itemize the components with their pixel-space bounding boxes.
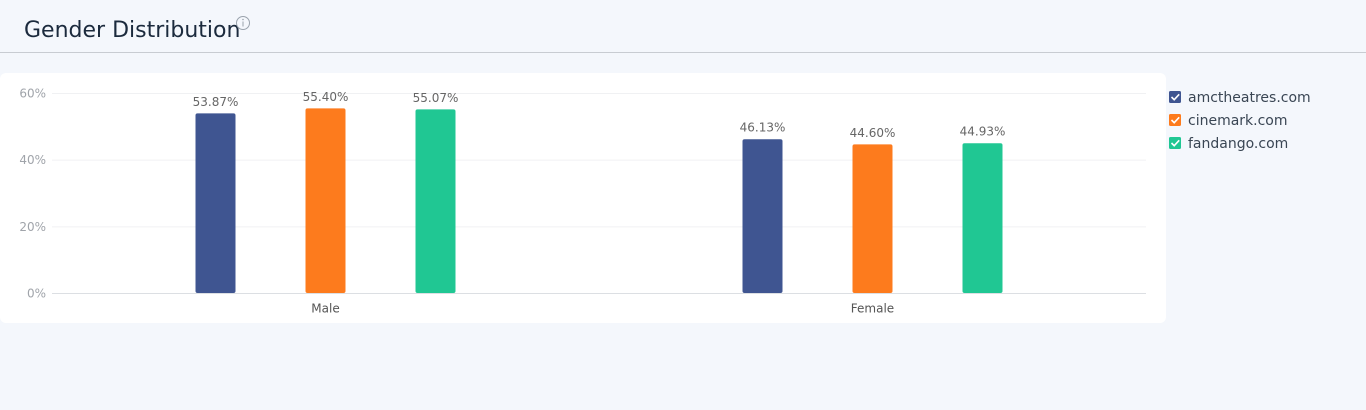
info-icon[interactable] bbox=[236, 16, 250, 30]
value-label: 44.93% bbox=[960, 125, 1006, 139]
legend-label: cinemark.com bbox=[1188, 113, 1288, 129]
x-tick-label: Male bbox=[311, 302, 339, 316]
value-label: 55.07% bbox=[413, 91, 459, 105]
value-label: 55.40% bbox=[303, 90, 349, 104]
legend-check bbox=[1170, 93, 1180, 101]
bar bbox=[305, 108, 346, 293]
bar bbox=[415, 109, 456, 293]
y-tick-label: 60% bbox=[19, 87, 46, 101]
legend-checkbox bbox=[1169, 91, 1181, 103]
bar bbox=[742, 139, 783, 293]
value-label: 53.87% bbox=[193, 95, 239, 109]
legend-item[interactable]: cinemark.com bbox=[1169, 113, 1288, 129]
value-label: 46.13% bbox=[740, 121, 786, 135]
legend-check bbox=[1170, 139, 1180, 147]
y-tick-label: 20% bbox=[19, 220, 46, 234]
bar bbox=[195, 113, 236, 293]
legend-label: fandango.com bbox=[1188, 136, 1288, 152]
bar bbox=[962, 143, 1003, 293]
value-label: 44.60% bbox=[850, 126, 896, 140]
legend-item[interactable]: fandango.com bbox=[1169, 136, 1288, 152]
y-tick-label: 0% bbox=[27, 287, 46, 301]
legend-label: amctheatres.com bbox=[1188, 90, 1311, 106]
bar bbox=[852, 144, 893, 293]
legend-check bbox=[1170, 116, 1180, 124]
y-tick-label: 40% bbox=[19, 153, 46, 167]
x-tick-label: Female bbox=[851, 302, 894, 316]
legend-checkbox bbox=[1169, 114, 1181, 126]
legend-checkbox bbox=[1169, 137, 1181, 149]
chart-title: Gender Distribution bbox=[24, 18, 240, 43]
legend-item[interactable]: amctheatres.com bbox=[1169, 90, 1311, 106]
